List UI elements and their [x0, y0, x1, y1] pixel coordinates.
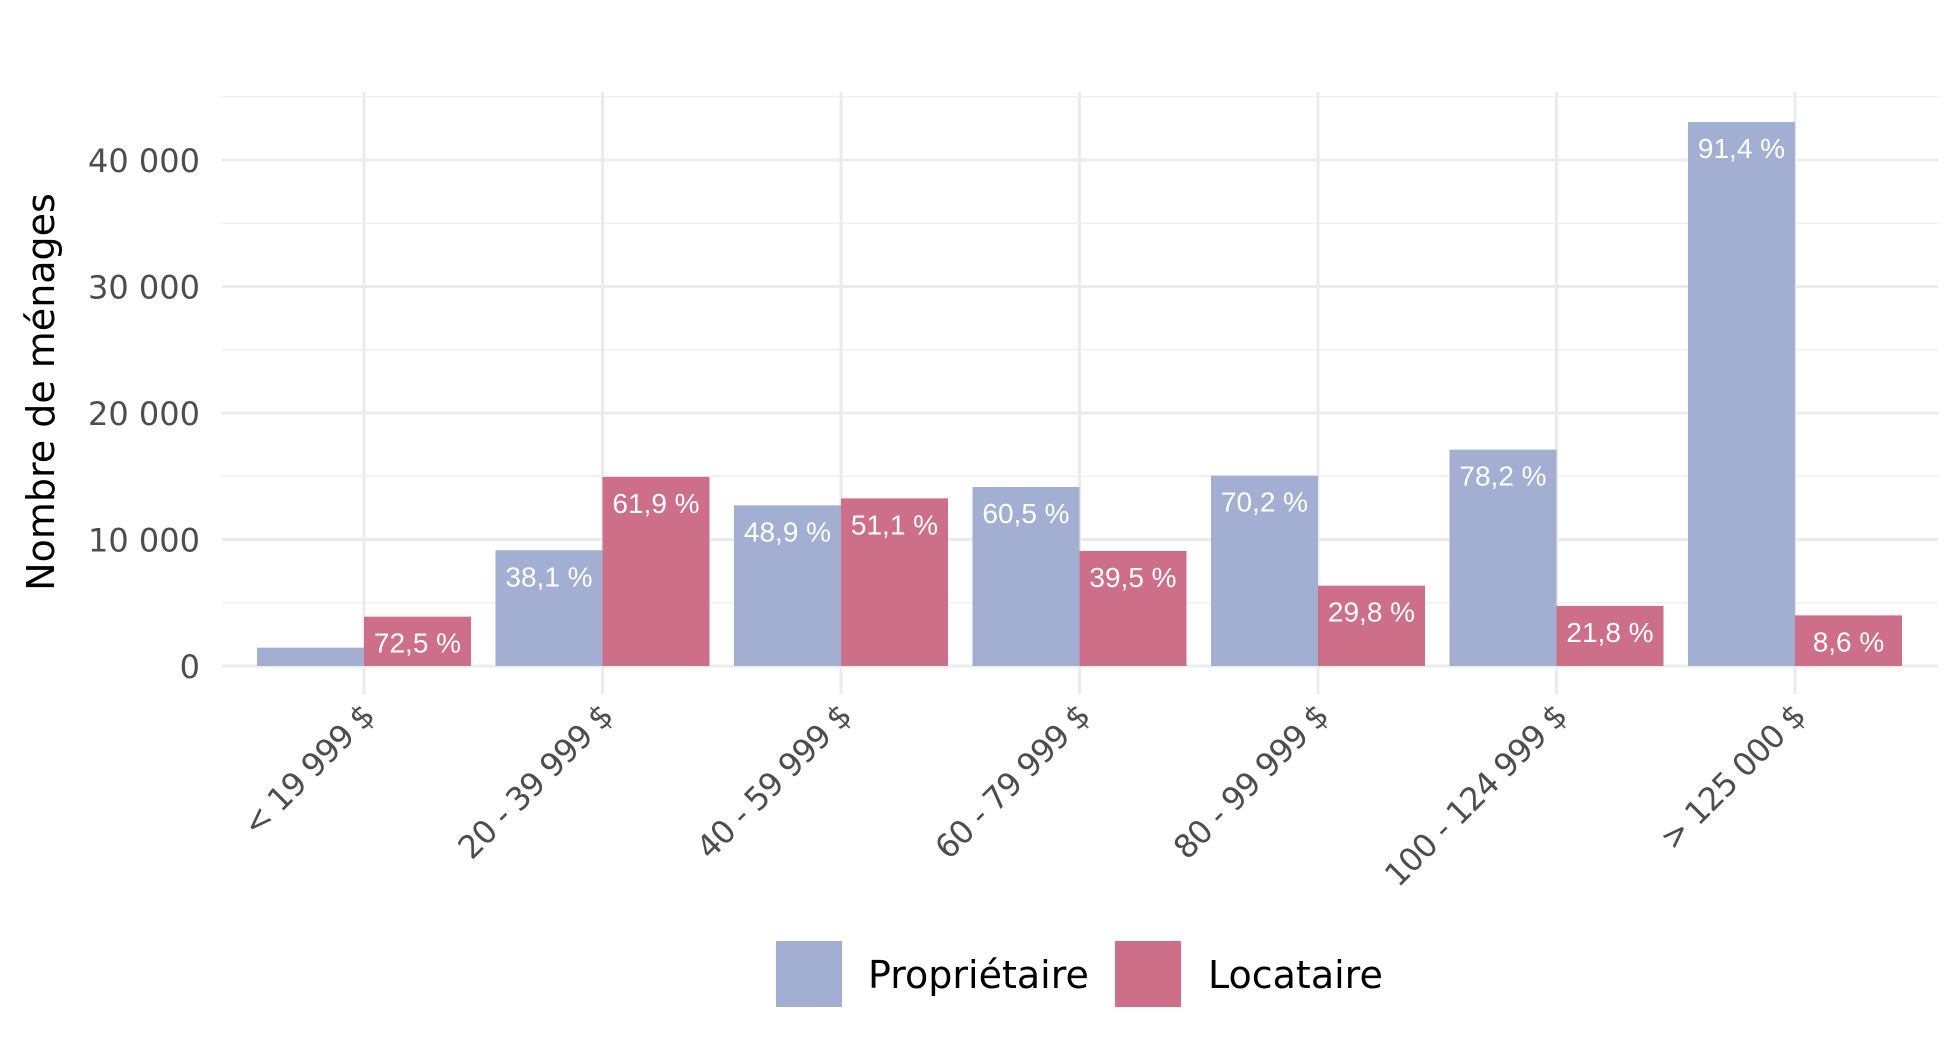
legend-swatch	[776, 941, 842, 1007]
y-tick-label: 0	[180, 648, 200, 686]
bar-data-label: 72,5 %	[374, 628, 461, 659]
bar-proprietaire	[257, 647, 364, 666]
bar-data-label: 21,8 %	[1566, 617, 1653, 648]
bar-proprietaire	[972, 487, 1080, 666]
bar-locataire	[1556, 605, 1664, 666]
bar-proprietaire	[1688, 122, 1795, 667]
x-axis-ticks: < 19 999 $ 20 - 39 999 $ 40 - 59 999 $ 60 -…	[235, 697, 1813, 894]
bar-locataire	[841, 498, 948, 666]
bars	[257, 122, 1902, 667]
bar-data-label: 38,1 %	[505, 561, 592, 592]
bar-locataire	[1318, 585, 1425, 666]
y-tick-label: 30 000	[88, 269, 200, 307]
bar-data-label: 48,9 %	[744, 516, 831, 547]
x-tick-label: 80 - 99 999 $	[1166, 697, 1336, 867]
bar-data-label: 78,2 %	[1459, 461, 1546, 492]
y-axis-ticks: 0 10 000 20 000 30 000 40 000	[88, 142, 200, 686]
legend: Propriétaire Locataire	[776, 941, 1383, 1007]
x-tick-label: 40 - 59 999 $	[689, 697, 859, 867]
y-tick-label: 10 000	[88, 522, 200, 560]
x-tick-label: 100 - 124 999 $	[1377, 697, 1574, 894]
bar-proprietaire	[1449, 449, 1557, 666]
bar-data-label: 8,6 %	[1813, 626, 1885, 657]
bar-data-label: 60,5 %	[982, 498, 1069, 529]
bar-locataire	[364, 616, 471, 666]
x-tick-label: > 125 000 $	[1652, 697, 1812, 857]
bar-data-label: 61,9 %	[612, 488, 699, 519]
bar-proprietaire	[1211, 475, 1318, 666]
bar-data-label: 51,1 %	[851, 509, 938, 540]
bar-locataire	[1079, 550, 1187, 666]
bar-data-label: 70,2 %	[1221, 487, 1308, 518]
y-axis-label: Nombre de ménages	[19, 193, 63, 591]
y-tick-label: 20 000	[88, 395, 200, 433]
x-tick-label: 20 - 39 999 $	[450, 697, 620, 867]
legend-label: Propriétaire	[868, 953, 1089, 997]
bar-proprietaire	[734, 505, 841, 666]
legend-label: Locataire	[1208, 953, 1383, 997]
x-tick-label: 60 - 79 999 $	[927, 697, 1097, 867]
bar-data-label: 91,4 %	[1698, 133, 1785, 164]
bar-locataire	[602, 476, 710, 666]
bar-data-label: 39,5 %	[1089, 562, 1176, 593]
y-tick-label: 40 000	[88, 142, 200, 180]
bar-labels: 38,1 % 48,9 % 60,5 % 70,2 % 78,2 % 91,4 % 72,5…	[374, 133, 1884, 659]
bar-proprietaire	[495, 550, 603, 666]
bar-locataire	[1795, 615, 1902, 666]
legend-swatch	[1115, 941, 1181, 1007]
x-tick-label: < 19 999 $	[235, 697, 382, 844]
bar-data-label: 29,8 %	[1328, 597, 1415, 628]
